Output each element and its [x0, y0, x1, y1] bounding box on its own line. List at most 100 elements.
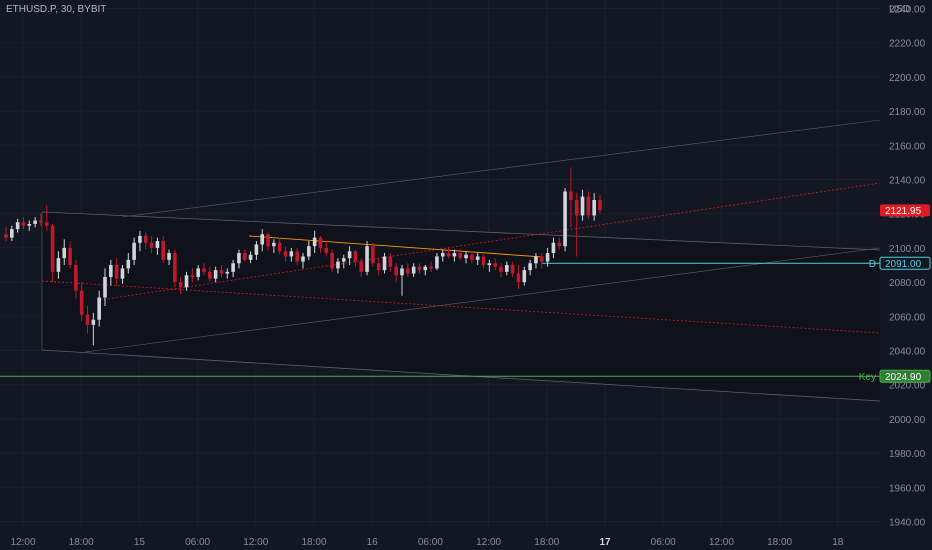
horizontal-levels[interactable]: D Key	[0, 259, 880, 383]
candle	[371, 242, 375, 267]
candle	[79, 282, 84, 322]
candle-body	[114, 265, 119, 279]
candle-body	[493, 263, 497, 267]
candle	[190, 268, 195, 283]
candle-body	[44, 222, 49, 226]
candle	[97, 290, 101, 327]
candle-body	[56, 258, 61, 272]
candle	[15, 218, 20, 233]
candle-body	[423, 266, 428, 271]
trend-line[interactable]	[248, 235, 543, 258]
candle	[446, 247, 451, 259]
candle-body	[178, 282, 183, 288]
rising-mid-line[interactable]	[99, 182, 881, 301]
candle	[149, 235, 154, 254]
candle	[359, 258, 364, 277]
candle-body	[341, 258, 346, 262]
candle	[539, 253, 544, 269]
candle-body	[173, 253, 177, 283]
price-tag-box	[879, 369, 931, 383]
x-tick-label: 12:00	[476, 537, 501, 548]
candle-body	[242, 253, 247, 260]
candle	[27, 220, 32, 231]
rising-lower-line[interactable]	[84, 247, 881, 353]
candle	[440, 249, 445, 262]
candle-body	[376, 263, 381, 271]
candle-body	[382, 256, 387, 271]
candle	[522, 266, 527, 286]
candle-body	[68, 247, 72, 265]
candle	[551, 237, 556, 259]
candle	[423, 265, 428, 276]
x-tick-label: 17	[599, 537, 611, 548]
candle-body	[580, 196, 585, 216]
candle	[132, 237, 136, 265]
candle-body	[569, 191, 573, 201]
candle-body	[586, 196, 591, 216]
level-name-key: Key	[859, 372, 876, 383]
price-tag-label: 2091.00	[885, 259, 922, 270]
candle	[178, 276, 183, 295]
candle	[493, 258, 497, 271]
candle-body	[318, 237, 323, 248]
candle-body	[277, 242, 282, 252]
candle-body	[516, 273, 521, 283]
x-tick-label: 06:00	[185, 537, 210, 548]
candle	[254, 241, 259, 260]
candle	[487, 259, 492, 272]
time-axis[interactable]: 12:00 18:00 15 06:00 12:00 18:00 16 06:00 12:00 1…	[10, 537, 843, 548]
candle-body	[132, 242, 136, 260]
candle	[202, 263, 206, 276]
candle	[528, 259, 532, 276]
x-tick-label: 06:00	[418, 537, 443, 548]
candle	[545, 247, 550, 267]
candle	[563, 188, 567, 252]
candle-body	[470, 254, 474, 260]
y-tick-label: 2220.00	[889, 39, 926, 50]
candle-body	[161, 241, 166, 260]
candle-body	[126, 259, 131, 269]
y-tick-label: 2180.00	[889, 107, 926, 118]
candle-body	[138, 235, 142, 243]
candle	[155, 237, 160, 255]
level-name-d: D	[869, 259, 876, 270]
channel-upper-line[interactable]	[41, 211, 881, 251]
candle-body	[184, 275, 189, 288]
price-tag-label: 2024.90	[885, 372, 922, 383]
channel-lower-line[interactable]	[41, 349, 881, 402]
candle	[598, 194, 602, 214]
candle	[120, 265, 125, 284]
candle-body	[528, 263, 532, 271]
candle	[266, 232, 270, 252]
candle-body	[446, 253, 451, 257]
candle-body	[74, 265, 78, 291]
rising-channel-drawing[interactable]	[99, 119, 881, 301]
candle	[237, 249, 241, 269]
y-tick-label: 2100.00	[889, 244, 926, 255]
candle	[295, 247, 299, 265]
candle	[429, 261, 433, 272]
candle-body	[510, 265, 515, 274]
x-tick-label: 12:00	[243, 537, 268, 548]
x-tick-label: 18:00	[767, 537, 792, 548]
y-tick-label: 2020.00	[889, 381, 926, 392]
candle	[481, 254, 486, 269]
candle-body	[295, 251, 299, 262]
candle	[376, 258, 381, 276]
candle-body	[563, 191, 567, 247]
candle	[44, 205, 49, 231]
candle-body	[4, 234, 8, 238]
candle	[324, 241, 329, 257]
y-tick-label: 1940.00	[889, 517, 926, 528]
rising-upper-line[interactable]	[121, 119, 881, 218]
candle-body	[10, 229, 14, 238]
candle-body	[551, 242, 556, 254]
y-tick-label: 2160.00	[889, 141, 926, 152]
candle-body	[406, 268, 410, 274]
candle-body	[91, 319, 96, 325]
candle-body	[21, 222, 26, 226]
y-tick-label: 2240.00	[889, 5, 926, 16]
candle	[510, 261, 515, 277]
candle-body	[149, 242, 154, 248]
